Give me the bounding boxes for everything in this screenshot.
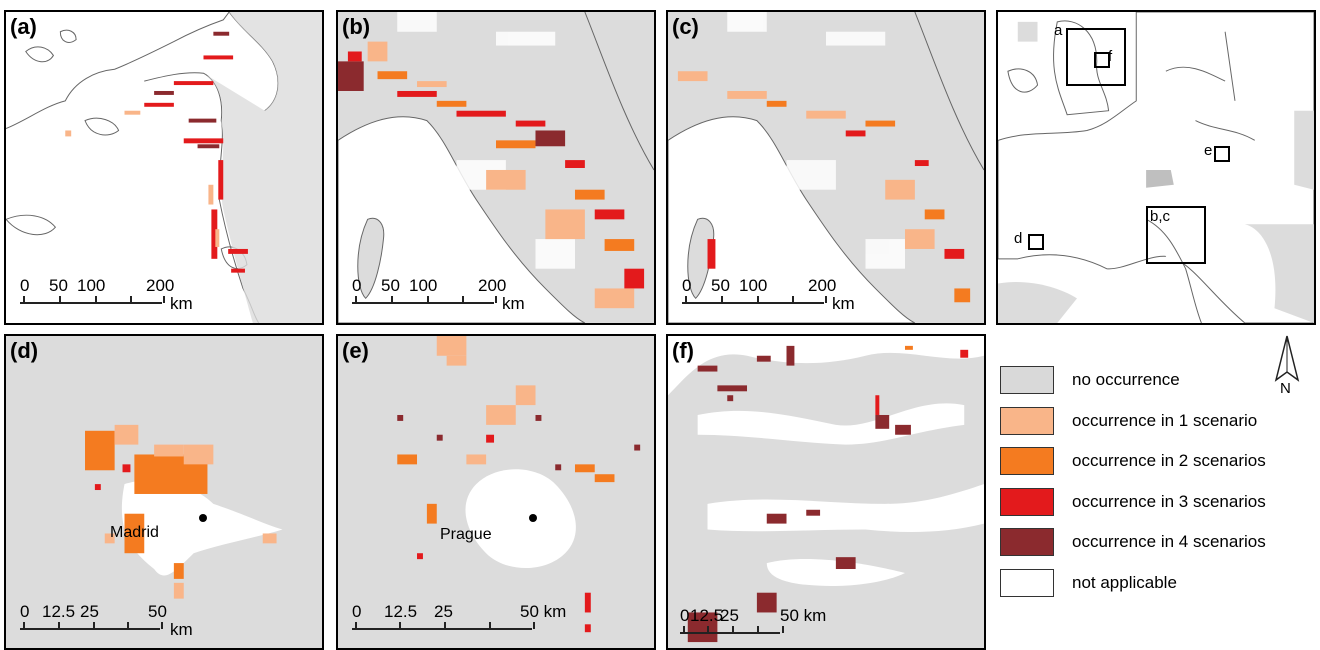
scale-tick-label: 50 [711, 276, 730, 295]
legend-swatch [1000, 447, 1054, 475]
scale-unit: km [502, 294, 525, 313]
panel-a-map [6, 12, 322, 323]
scale-tick-label: 0 [682, 276, 692, 295]
legend-swatch [1000, 487, 1054, 516]
overview-map-panel: a f e b,c d [996, 10, 1316, 325]
legend-item: occurrence in 3 scenarios [1000, 486, 1320, 527]
scale-tick-label: 100 [77, 276, 106, 295]
panel-f-map [668, 336, 984, 648]
overview-label-d: d [1014, 230, 1023, 247]
north-letter: N [1280, 380, 1291, 397]
panel-d-scalebar: 0 12.5 25 50 km [20, 602, 210, 642]
panel-c-scalebar: 0 50 100 200 km [682, 276, 872, 316]
overview-label-e: e [1204, 142, 1213, 159]
legend-label: occurrence in 3 scenarios [1072, 491, 1266, 511]
overview-box-bc [1146, 206, 1206, 264]
scale-tick-label: 200 [478, 276, 507, 295]
scale-tick-label: 50 [148, 602, 167, 621]
scale-tick-label: 50 km [780, 606, 827, 625]
panel-b-scalebar: 0 50 100 200 km [352, 276, 542, 316]
overview-map [998, 12, 1314, 323]
panel-c-label: (c) [672, 14, 699, 39]
legend: no occurrence occurrence in 1 scenario o… [1000, 364, 1320, 607]
legend-label: occurrence in 2 scenarios [1072, 451, 1266, 470]
legend-label: not applicable [1072, 572, 1177, 592]
scale-tick-label: 100 [739, 276, 768, 295]
city-marker-prague [529, 514, 537, 522]
scale-tick-label: 50 km [520, 602, 567, 621]
panel-a-scalebar: 0 50 100 200 km [20, 276, 210, 316]
map-panel-a: (a) 0 50 100 200 km [4, 10, 324, 325]
map-panel-f: (f) 0 12.5 25 50 km [666, 334, 986, 650]
scale-tick-label: 0 [20, 276, 30, 295]
legend-label: occurrence in 4 scenarios [1072, 532, 1266, 551]
scale-tick-label: 25 [720, 606, 739, 625]
scale-unit: km [832, 294, 855, 313]
panel-f-label: (f) [672, 338, 694, 363]
scale-tick-label: 12.5 [690, 606, 724, 625]
scale-tick-label: 12.5 [384, 602, 418, 621]
scale-tick-label: 100 [409, 276, 438, 295]
scale-tick-label: 0 [352, 602, 362, 621]
panel-b-map [338, 12, 654, 323]
panel-b-label: (b) [342, 14, 371, 39]
overview-label-bc: b,c [1150, 208, 1171, 225]
scale-tick-label: 25 [434, 602, 453, 621]
overview-label-f: f [1108, 48, 1113, 65]
overview-label-a: a [1054, 22, 1063, 39]
panel-a-label: (a) [10, 14, 37, 39]
map-panel-c: (c) 0 50 100 200 km [666, 10, 986, 325]
map-panel-b: (b) 0 50 100 200 km [336, 10, 656, 325]
overview-box-f [1094, 52, 1110, 68]
north-arrow: N [1274, 334, 1300, 400]
scale-tick-label: 200 [146, 276, 175, 295]
panel-e-scalebar: 0 12.5 25 50 km [352, 602, 572, 642]
scale-tick-label: 0 [680, 606, 690, 625]
scale-tick-label: 0 [352, 276, 362, 295]
scale-tick-label: 50 [381, 276, 400, 295]
legend-swatch [1000, 528, 1054, 556]
scale-tick-label: 25 [80, 602, 99, 621]
legend-label: occurrence in 1 scenario [1072, 410, 1258, 430]
legend-swatch [1000, 366, 1054, 394]
scale-tick-label: 12.5 [42, 602, 76, 621]
legend-swatch [1000, 568, 1054, 597]
legend-item: occurrence in 4 scenarios [1000, 526, 1320, 567]
legend-item: occurrence in 1 scenario [1000, 405, 1320, 446]
scale-tick-label: 50 [49, 276, 68, 295]
legend-item: occurrence in 2 scenarios [1000, 445, 1320, 486]
overview-box-d [1028, 234, 1044, 250]
scale-tick-label: 200 [808, 276, 837, 295]
panel-d-label: (d) [10, 338, 39, 363]
overview-box-e [1214, 146, 1230, 162]
city-label-prague: Prague [440, 526, 492, 543]
map-panel-d: (d) Madrid 0 12.5 25 50 km [4, 334, 324, 650]
legend-item: no occurrence [1000, 364, 1320, 405]
panel-e-map [338, 336, 654, 648]
scale-unit: km [170, 294, 193, 313]
panel-c-map [668, 12, 984, 323]
scale-tick-label: 0 [20, 602, 30, 621]
overview-box-a [1066, 28, 1126, 86]
panel-d-map [6, 336, 322, 648]
city-marker-madrid [199, 514, 207, 522]
north-arrow-icon [1274, 335, 1300, 382]
legend-item: not applicable [1000, 567, 1320, 608]
legend-swatch [1000, 406, 1054, 435]
panel-e-label: (e) [342, 338, 369, 363]
map-panel-e: (e) Prague 0 12.5 25 50 km [336, 334, 656, 650]
panel-f-scalebar: 0 12.5 25 50 km [680, 606, 860, 646]
city-label-madrid: Madrid [110, 524, 159, 541]
legend-label: no occurrence [1072, 370, 1180, 389]
scale-unit: km [170, 620, 193, 639]
